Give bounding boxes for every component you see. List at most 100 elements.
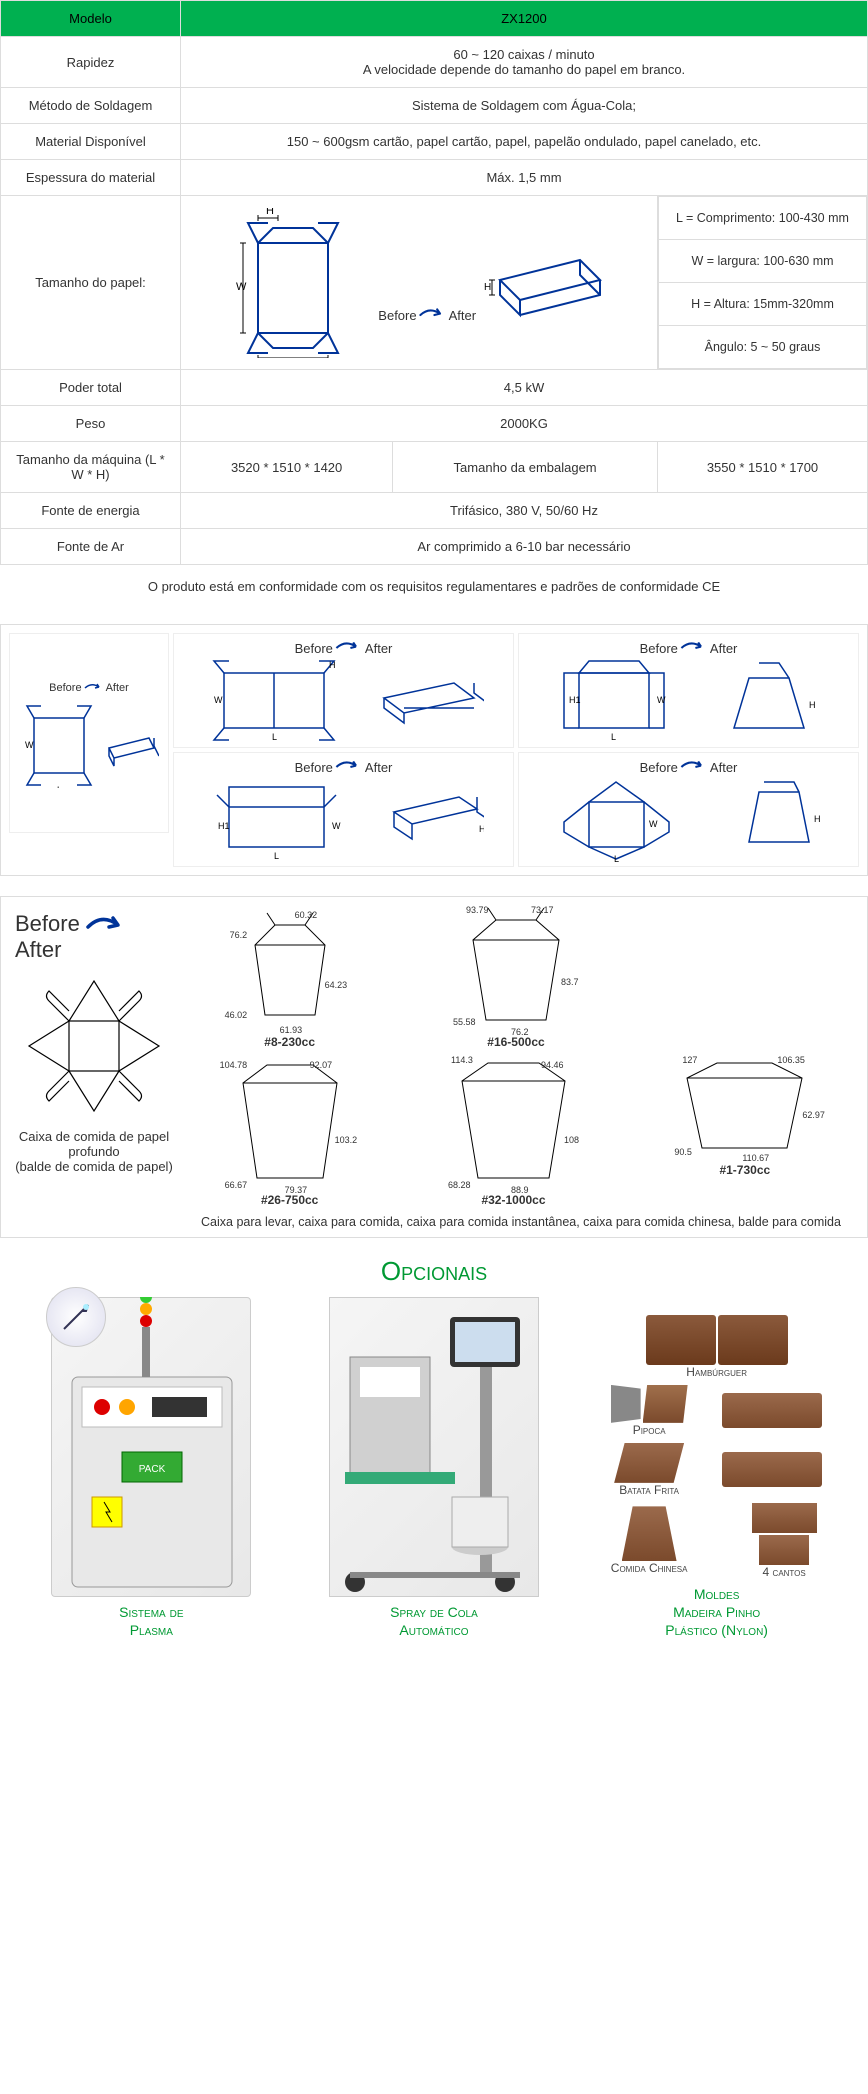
rapidez-v1: 60 ~ 120 caixas / minuto — [189, 47, 859, 62]
header-value: ZX1200 — [181, 1, 868, 37]
cup-icon — [215, 1053, 365, 1193]
variant-mini: BeforeAfter WL — [9, 633, 169, 833]
wood-mold-icon — [718, 1315, 788, 1365]
variant-3: BeforeAfter LH1WH — [173, 752, 514, 867]
mold-hamburger: Hambúrguer — [686, 1365, 747, 1379]
mold-4corners: 4 cantos — [763, 1565, 806, 1579]
wood-mold-icon — [646, 1315, 716, 1365]
flat-box-diagram-icon: L W H — [228, 208, 358, 358]
svg-text:W: W — [214, 695, 223, 705]
cup-icon — [441, 905, 591, 1035]
cup-code: #32-1000cc — [481, 1193, 545, 1207]
mold-popcorn: Pipoca — [633, 1423, 666, 1437]
peso-value: 2000KG — [181, 406, 868, 442]
fonte-label: Fonte de energia — [1, 493, 181, 529]
opt-label-3c: Plástico (Nylon) — [665, 1621, 768, 1639]
arrow-icon — [419, 305, 447, 325]
opt-label-2a: Spray de Cola — [390, 1603, 478, 1621]
ar-value: Ar comprimido a 6-10 bar necessário — [181, 529, 868, 565]
rapidez-label: Rapidez — [1, 37, 181, 88]
emb-label: Tamanho da embalagem — [393, 442, 658, 493]
arrow-icon — [86, 913, 122, 937]
cup-code: #1-730cc — [719, 1163, 770, 1177]
variant4-diagram-icon: LWH — [549, 777, 829, 862]
footer-note: O produto está em conformidade com os re… — [1, 565, 868, 605]
fold-variants-panel: BeforeAfter WL BeforeAfter WLH BeforeAft… — [0, 624, 868, 876]
molds-grid: Hambúrguer Pipoca Batata Frita Comida Ch… — [587, 1315, 847, 1579]
svg-text:H: H — [814, 814, 821, 824]
svg-text:W: W — [649, 819, 658, 829]
variant1-diagram-icon: WLH — [204, 658, 484, 743]
svg-text:PACK: PACK — [139, 1464, 166, 1475]
variant3-diagram-icon: LH1WH — [204, 777, 484, 862]
poder-value: 4,5 kW — [181, 370, 868, 406]
arrow-icon — [680, 638, 708, 658]
svg-text:L: L — [272, 732, 277, 742]
cup-26: 104.78 92.07 103.2 66.67 79.37 #26-750cc — [215, 1053, 365, 1207]
before-after-big: Before After — [15, 911, 173, 963]
svg-text:W: W — [657, 695, 666, 705]
opt-molds: Hambúrguer Pipoca Batata Frita Comida Ch… — [589, 1315, 843, 1640]
mini-diagram-icon: WL — [19, 698, 159, 788]
svg-text:H: H — [484, 282, 491, 293]
svg-text:H: H — [266, 208, 274, 217]
svg-text:L: L — [274, 851, 279, 861]
paper-diagram: L W H Before After — [181, 196, 658, 370]
cup-sizes-panel: Before After Caixa de comida de papel pr… — [0, 896, 868, 1238]
before-after-label: Before After — [378, 305, 476, 325]
cups-caption: Caixa para levar, caixa para comida, cai… — [183, 1215, 859, 1229]
folded-tray-icon: H — [480, 240, 610, 320]
cup-icon — [436, 1053, 591, 1193]
material-value: 150 ~ 600gsm cartão, papel cartão, papel… — [181, 124, 868, 160]
cup-row-1: 76.2 60.32 64.23 46.02 61.93 #8-230cc 93… — [183, 905, 859, 1049]
variant-4: BeforeAfter LWH — [518, 752, 859, 867]
soldagem-value: Sistema de Soldagem com Água-Cola; — [181, 88, 868, 124]
mold-chinese: Comida Chinesa — [611, 1561, 688, 1575]
fonte-value: Trifásico, 380 V, 50/60 Hz — [181, 493, 868, 529]
spec-table: Modelo ZX1200 Rapidez 60 ~ 120 caixas / … — [0, 0, 868, 604]
deep-box-left: Before After Caixa de comida de papel pr… — [9, 905, 179, 1180]
cup-16: 93.79 73.17 83.7 55.58 76.2 #16-500cc — [441, 905, 591, 1049]
opcionais-row: PACK Sistema de Plasma Spray de Cola Aut… — [0, 1297, 868, 1639]
dimensions-subtable: L = Comprimento: 100-430 mm W = largura:… — [658, 196, 868, 370]
material-label: Material Disponível — [1, 124, 181, 160]
before-text: Before — [378, 308, 416, 323]
cup-1: 127 106.35 62.97 90.5 110.67 #1-730cc — [662, 1053, 827, 1207]
variant-2: BeforeAfter LWH1H — [518, 633, 859, 748]
arrow-icon — [335, 757, 363, 777]
arrow-icon — [680, 757, 708, 777]
mold-fries: Batata Frita — [619, 1483, 679, 1497]
rapidez-v2: A velocidade depende do tamanho do papel… — [189, 62, 859, 77]
rapidez-value: 60 ~ 120 caixas / minuto A velocidade de… — [181, 37, 868, 88]
left-caption1: Caixa de comida de papel profundo — [15, 1129, 173, 1159]
svg-text:H: H — [479, 824, 484, 834]
opt-spray: Spray de Cola Automático — [307, 1297, 561, 1639]
wood-mold-icon — [722, 1393, 822, 1428]
dim-h: H = Altura: 15mm-320mm — [659, 283, 867, 326]
opt-plasma: PACK Sistema de Plasma — [24, 1297, 278, 1639]
cup-code: #16-500cc — [487, 1035, 544, 1049]
cup-32: 114.3 94.46 108 68.28 88.9 #32-1000cc — [436, 1053, 591, 1207]
soldagem-label: Método de Soldagem — [1, 88, 181, 124]
opt-label-1a: Sistema de — [119, 1603, 183, 1621]
maq-value: 3520 * 1510 * 1420 — [181, 442, 393, 493]
left-caption2: (balde de comida de papel) — [15, 1159, 173, 1174]
opt-label-2b: Automático — [390, 1621, 478, 1639]
arrow-icon — [335, 638, 363, 658]
wood-mold-icon — [759, 1535, 809, 1565]
header-label: Modelo — [1, 1, 181, 37]
wood-mold-icon — [643, 1385, 688, 1423]
opt-label-3a: Moldes — [665, 1585, 768, 1603]
ar-label: Fonte de Ar — [1, 529, 181, 565]
opt-label-1b: Plasma — [119, 1621, 183, 1639]
svg-text:W: W — [332, 821, 341, 831]
wood-mold-icon — [622, 1506, 677, 1561]
maq-label: Tamanho da máquina (L * W * H) — [1, 442, 181, 493]
arrow-icon — [84, 678, 104, 698]
glue-spray-machine-icon — [329, 1297, 539, 1597]
peso-label: Peso — [1, 406, 181, 442]
svg-text:H1: H1 — [569, 695, 581, 705]
espessura-value: Máx. 1,5 mm — [181, 160, 868, 196]
wood-mold-icon — [752, 1503, 817, 1533]
poder-label: Poder total — [1, 370, 181, 406]
